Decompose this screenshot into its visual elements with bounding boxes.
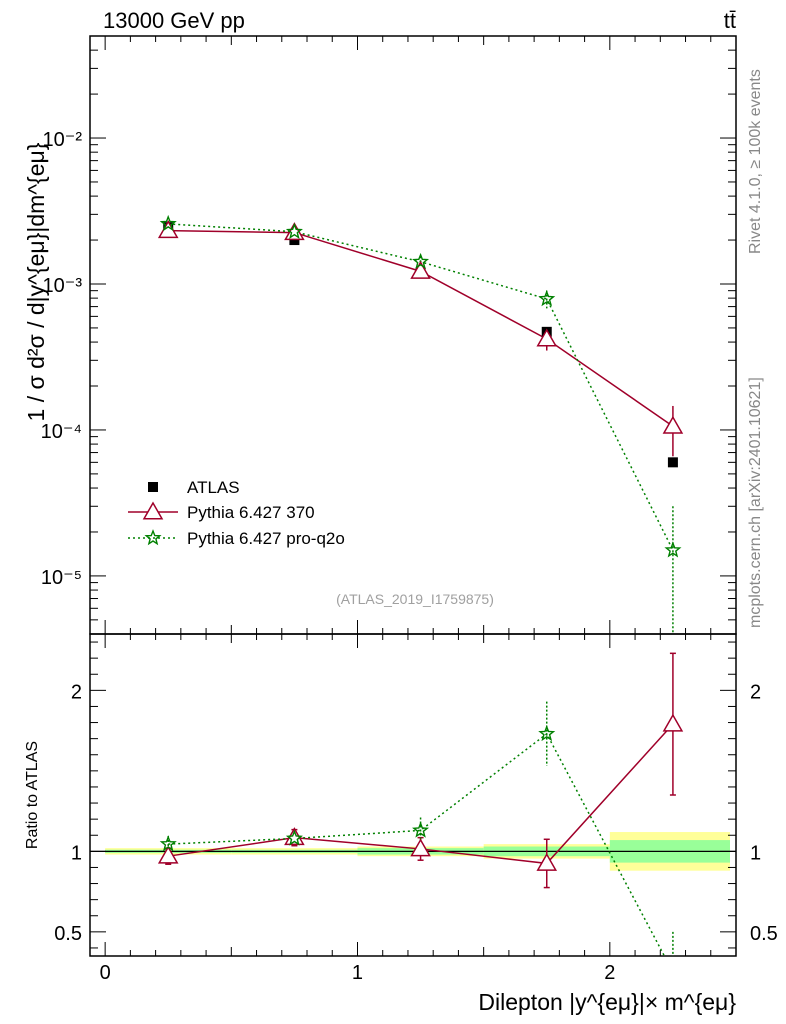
- ratio-series-group: [157, 652, 684, 978]
- data-series: [157, 214, 684, 978]
- ratio-y-tick-label: 1: [71, 842, 82, 864]
- pythia-q2o-point: [664, 541, 682, 558]
- pythia-370-line: [168, 229, 674, 427]
- legend-label: ATLAS: [187, 478, 240, 497]
- pythia-370-point: [662, 415, 684, 434]
- legend-pythia-q2o-marker: [144, 529, 162, 546]
- y-tick-label: 10⁻³: [43, 275, 83, 297]
- process-label: tt̄: [724, 8, 736, 33]
- legend: ATLAS Pythia 6.427 370 Pythia 6.427 pro-q2…: [128, 478, 345, 548]
- pythia-370-ratio-point: [662, 713, 684, 732]
- ratio-y-tick-label-right: 1: [750, 842, 761, 864]
- pythia-370-ratio-point: [410, 838, 431, 857]
- source-label: mcplots.cern.ch [arXiv:2401.10621]: [747, 377, 764, 628]
- main-y-axis-title: 1 / σ d²σ / d|y^{eμ}|dm^{eμ}: [23, 142, 49, 421]
- pythia-370-point: [536, 328, 558, 347]
- ratio-y-tick-label-right: 2: [750, 681, 761, 703]
- analysis-label: (ATLAS_2019_I1759875): [336, 591, 494, 607]
- ratio-y-tick-label: 2: [71, 681, 82, 703]
- pythia-370-ratio-point: [536, 852, 558, 871]
- legend-label: Pythia 6.427 370: [187, 503, 315, 522]
- pythia-q2o-ratio-point: [538, 724, 556, 742]
- pythia-370-ratio-point: [157, 845, 179, 864]
- pythia-370-point: [410, 260, 431, 279]
- x-tick-label: 2: [604, 962, 615, 984]
- pythia-q2o-point: [159, 214, 177, 232]
- axes: 0 1 2 10⁻⁵ 10⁻⁴ 10⁻³ 10⁻² 0.5 0.5 1 1 2 2: [41, 35, 778, 984]
- pythia-q2o-point: [412, 252, 430, 269]
- legend-atlas-marker: [148, 482, 158, 492]
- legend-label: Pythia 6.427 pro-q2o: [187, 529, 345, 548]
- energy-label: 13000 GeV pp: [103, 8, 245, 33]
- ratio-y-tick-label: 0.5: [54, 923, 82, 945]
- y-tick-label: 10⁻⁵: [41, 567, 82, 589]
- y-tick-label: 10⁻²: [43, 129, 83, 151]
- pythia-q2o-point: [538, 289, 556, 307]
- pythia-q2o-ratio-line: [168, 732, 666, 956]
- main-series-group: [157, 214, 684, 634]
- ratio-y-axis-title: Ratio to ATLAS: [24, 741, 41, 849]
- rivet-label: Rivet 4.1.0, ≥ 100k events: [747, 69, 764, 254]
- pythia-q2o-ratio-point: [159, 835, 177, 852]
- x-axis-title: Dilepton |y^{eμ}|× m^{eμ}: [478, 989, 736, 1015]
- x-tick-label: 1: [352, 962, 363, 984]
- ratio-panel-frame: [89, 633, 737, 957]
- ratio-y-tick-label-right: 0.5: [750, 923, 778, 945]
- pythia-q2o-ratio-point: [666, 965, 679, 978]
- x-tick-label: 0: [100, 962, 111, 984]
- pythia-q2o-ratio-point: [285, 829, 303, 846]
- atlas-point: [667, 457, 678, 468]
- pythia-q2o-ratio-point: [412, 821, 430, 838]
- legend-pythia-370-marker: [142, 501, 164, 520]
- pythia-q2o-point: [285, 222, 303, 239]
- y-tick-label: 10⁻⁴: [41, 421, 82, 443]
